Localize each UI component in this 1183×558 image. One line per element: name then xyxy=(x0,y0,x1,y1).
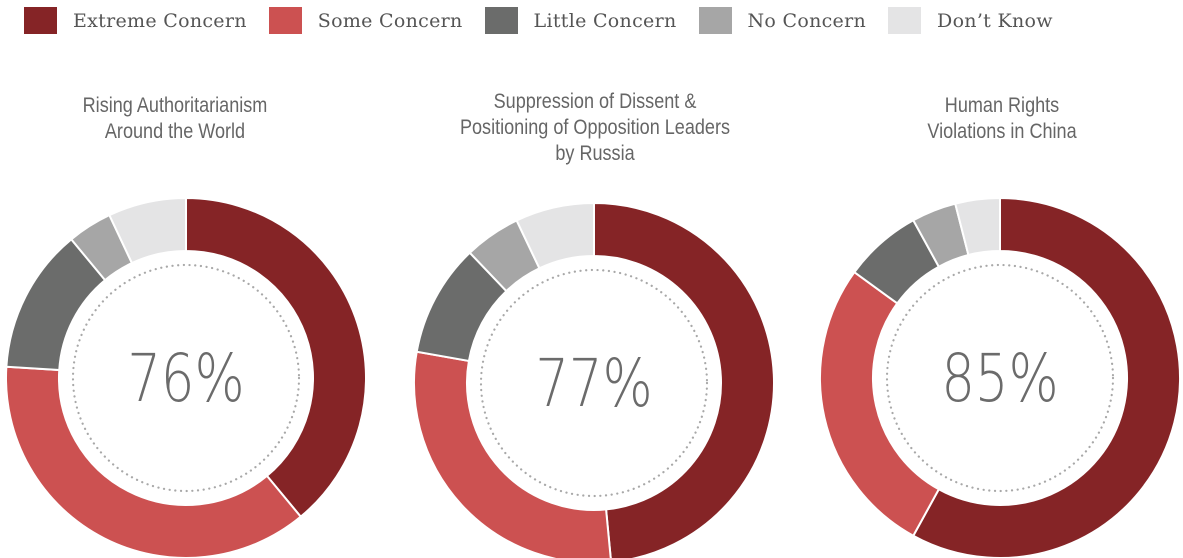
donut-slice-some-concern xyxy=(413,350,612,558)
chart-title-line: by Russia xyxy=(555,142,635,165)
legend-item-no-concern: No Concern xyxy=(698,7,889,34)
chart-title-line: Rising Authoritarianism xyxy=(82,94,268,117)
legend-item-little-concern: Little Concern xyxy=(484,7,699,34)
legend-label-little-concern: Little Concern xyxy=(533,9,677,32)
legend: Extreme Concern Some Concern Little Conc… xyxy=(24,7,1075,34)
donut-chart: 76% xyxy=(5,196,367,558)
chart-title-authoritarianism: Rising Authoritarianism Around the World xyxy=(12,93,339,145)
donut-chart: 85% xyxy=(819,196,1181,558)
chart-title-line: Positioning of Opposition Leaders xyxy=(459,116,731,139)
donut-slice-extreme-concern xyxy=(185,196,367,519)
legend-label-dont-know: Don’t Know xyxy=(937,9,1053,32)
center-percentage-label: 85% xyxy=(941,341,1058,417)
donut-slice-extreme-concern xyxy=(593,201,775,558)
donut-slice-dont-know xyxy=(954,196,1001,257)
donut-slice-dont-know xyxy=(515,201,595,270)
legend-item-dont-know: Don’t Know xyxy=(888,7,1075,34)
donut-slice-extreme-concern xyxy=(911,196,1181,558)
legend-swatch-little-concern xyxy=(484,7,518,34)
chart-title-line: Suppression of Dissent & xyxy=(493,90,697,113)
center-percentage-label: 76% xyxy=(127,341,244,417)
legend-swatch-dont-know xyxy=(888,7,922,34)
center-percentage-label: 77% xyxy=(535,346,652,422)
legend-swatch-some-concern xyxy=(268,7,302,34)
legend-swatch-no-concern xyxy=(698,7,732,34)
donut-slice-dont-know xyxy=(108,196,187,265)
chart-title-russia: Suppression of Dissent & Positioning of … xyxy=(432,89,759,167)
legend-label-some-concern: Some Concern xyxy=(317,9,463,32)
dotted-inner-ring xyxy=(479,268,709,498)
legend-item-some-concern: Some Concern xyxy=(268,7,485,34)
donut-slice-some-concern xyxy=(819,270,941,538)
chart-title-china: Human Rights Violations in China xyxy=(839,93,1166,145)
chart-title-line: Human Rights xyxy=(944,94,1060,117)
legend-label-extreme-concern: Extreme Concern xyxy=(73,9,247,32)
chart-title-line: Around the World xyxy=(104,120,246,143)
legend-label-no-concern: No Concern xyxy=(747,9,867,32)
dotted-inner-ring xyxy=(71,263,301,493)
legend-item-extreme-concern: Extreme Concern xyxy=(24,7,269,34)
legend-swatch-extreme-concern xyxy=(24,7,57,34)
chart-title-line: Violations in China xyxy=(927,120,1077,143)
dotted-inner-ring xyxy=(885,263,1115,493)
donut-chart: 77% xyxy=(413,201,775,558)
